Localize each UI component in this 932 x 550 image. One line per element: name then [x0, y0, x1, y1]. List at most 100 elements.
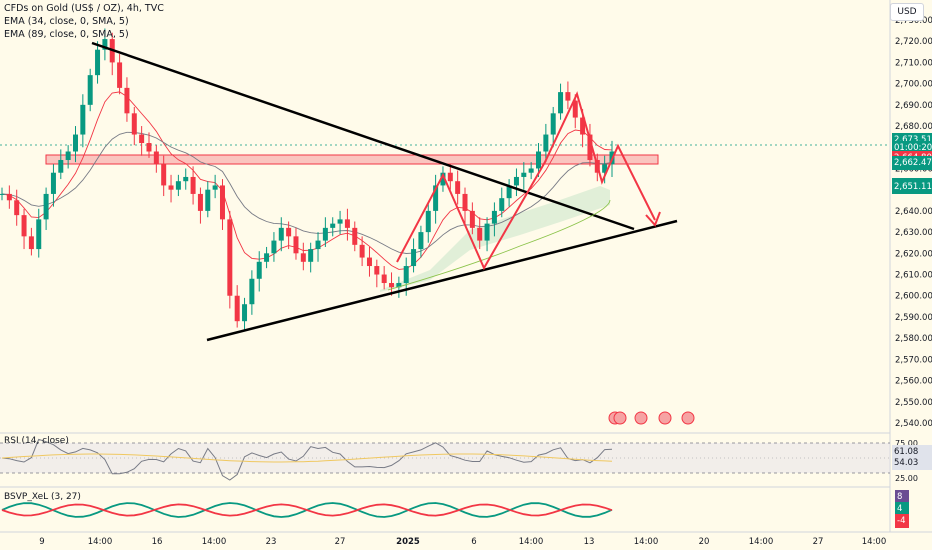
candle-body	[513, 176, 519, 186]
candle-body	[433, 185, 439, 211]
lower-green-channel	[387, 199, 611, 291]
rsi-tag: 54.03	[892, 456, 932, 470]
descending-trendline[interactable]	[91, 41, 635, 231]
candle-body	[65, 151, 71, 160]
candle-body	[21, 215, 27, 237]
candle-body	[205, 189, 211, 211]
price-tick-label: 2,620.000	[895, 249, 932, 259]
candle-body	[602, 164, 608, 173]
ascending-trendline[interactable]	[206, 219, 678, 342]
time-axis[interactable]: 9 14:00 16 14:00 23 27 2025 6 14:00 13 14:00 20 14:0…	[39, 537, 886, 547]
candle-body	[219, 185, 225, 220]
candle-body	[381, 274, 387, 284]
time-tick-label: 14:00	[634, 537, 659, 547]
ema-34-legend[interactable]: EMA (34, close, 0, SMA, 5)	[4, 16, 129, 27]
candle-body	[175, 181, 181, 190]
price-tick-label: 2,680.000	[895, 122, 932, 132]
price-tick-label: 2,540.000	[895, 419, 932, 429]
candle-body	[0, 193, 5, 195]
candle-body	[146, 143, 152, 152]
candle-body	[587, 134, 593, 160]
candle-body	[528, 168, 534, 173]
candle-body	[264, 253, 270, 262]
time-tick-label: 27	[335, 537, 346, 547]
candle-body	[293, 236, 299, 254]
price-axis[interactable]: 2,730.000 2,720.000 2,710.000 2,700.000 2,69…	[895, 16, 932, 429]
candle-body	[161, 164, 167, 186]
time-tick-label: 23	[266, 537, 277, 547]
candle-body	[330, 223, 336, 228]
rsi-line	[1, 438, 613, 481]
price-tick-label: 2,630.000	[895, 228, 932, 238]
candle-body	[271, 240, 277, 254]
candle-body	[315, 240, 321, 250]
time-tick-label: 9	[39, 537, 44, 547]
candle-body	[418, 232, 424, 250]
candle-body	[80, 104, 86, 135]
event-icons[interactable]	[608, 411, 695, 425]
candle-body	[477, 227, 483, 241]
candle-body	[300, 253, 306, 262]
candle-body	[521, 172, 527, 177]
candle-body	[102, 39, 108, 50]
candle-body	[447, 172, 453, 182]
time-tick-label: 14:00	[202, 537, 227, 547]
candle-body	[374, 266, 380, 275]
candle-body	[499, 198, 505, 211]
price-tag: 2,651.118	[892, 180, 932, 195]
candle-body	[462, 193, 468, 211]
candle-body	[117, 62, 123, 88]
resistance-zone[interactable]	[45, 154, 659, 165]
rsi-label[interactable]: RSI (14, close)	[4, 436, 69, 446]
price-tick-label: 2,640.000	[895, 207, 932, 217]
candle-body	[131, 113, 137, 135]
candle-body	[168, 185, 174, 190]
candle-body	[242, 304, 248, 322]
rsi-axis: 75.00 25.00	[895, 439, 918, 483]
candle-body	[543, 134, 549, 152]
bsvp-tag: 4	[895, 502, 909, 516]
candle-body	[550, 113, 556, 135]
candle-body	[6, 193, 12, 201]
candle-body	[580, 117, 586, 135]
candle-body	[389, 283, 395, 288]
candle-body	[227, 219, 233, 296]
candle-body	[58, 159, 64, 173]
symbol-title[interactable]: CFDs on Gold (US$ / OZ), 4h, TVC	[4, 3, 164, 14]
candle-body	[212, 185, 218, 190]
zigzag-pattern[interactable]	[396, 91, 656, 271]
candle-body	[572, 100, 578, 118]
candle-body	[197, 193, 203, 211]
candle-body	[87, 75, 93, 105]
price-tick-label: 2,550.000	[895, 398, 932, 408]
bsvp-label[interactable]: BSVP_XeL (3, 27)	[4, 492, 81, 502]
ema-cloud	[380, 186, 610, 292]
price-tick-label: 2,590.000	[895, 313, 932, 323]
rsi-ma-line	[1, 453, 613, 463]
price-tick-label: 2,570.000	[895, 355, 932, 365]
candle-body	[366, 257, 372, 267]
candle-body	[506, 185, 512, 199]
candle-body	[124, 87, 130, 114]
currency-button[interactable]: USD	[890, 3, 924, 21]
candle-body	[558, 92, 564, 114]
ema-89-legend[interactable]: EMA (89, close, 0, SMA, 5)	[4, 29, 129, 40]
candle-body	[256, 261, 262, 279]
candle-body	[536, 151, 542, 169]
price-tick-label: 2,690.000	[895, 101, 932, 111]
candle-body	[469, 210, 475, 228]
candle-body	[344, 219, 350, 228]
candle-body	[95, 49, 101, 76]
ema-line	[1, 91, 613, 270]
price-tick-label: 2,730.000	[895, 16, 932, 26]
time-tick-label: 16	[152, 537, 163, 547]
projection-arrowhead	[645, 211, 661, 227]
time-tick-label: 14:00	[88, 537, 113, 547]
bsvp-sell-line	[1, 503, 613, 517]
candle-body	[337, 219, 343, 224]
candle-body	[36, 219, 42, 250]
price-tag: 2,662.475	[892, 156, 932, 171]
rsi-tag: 61.08	[892, 445, 932, 459]
